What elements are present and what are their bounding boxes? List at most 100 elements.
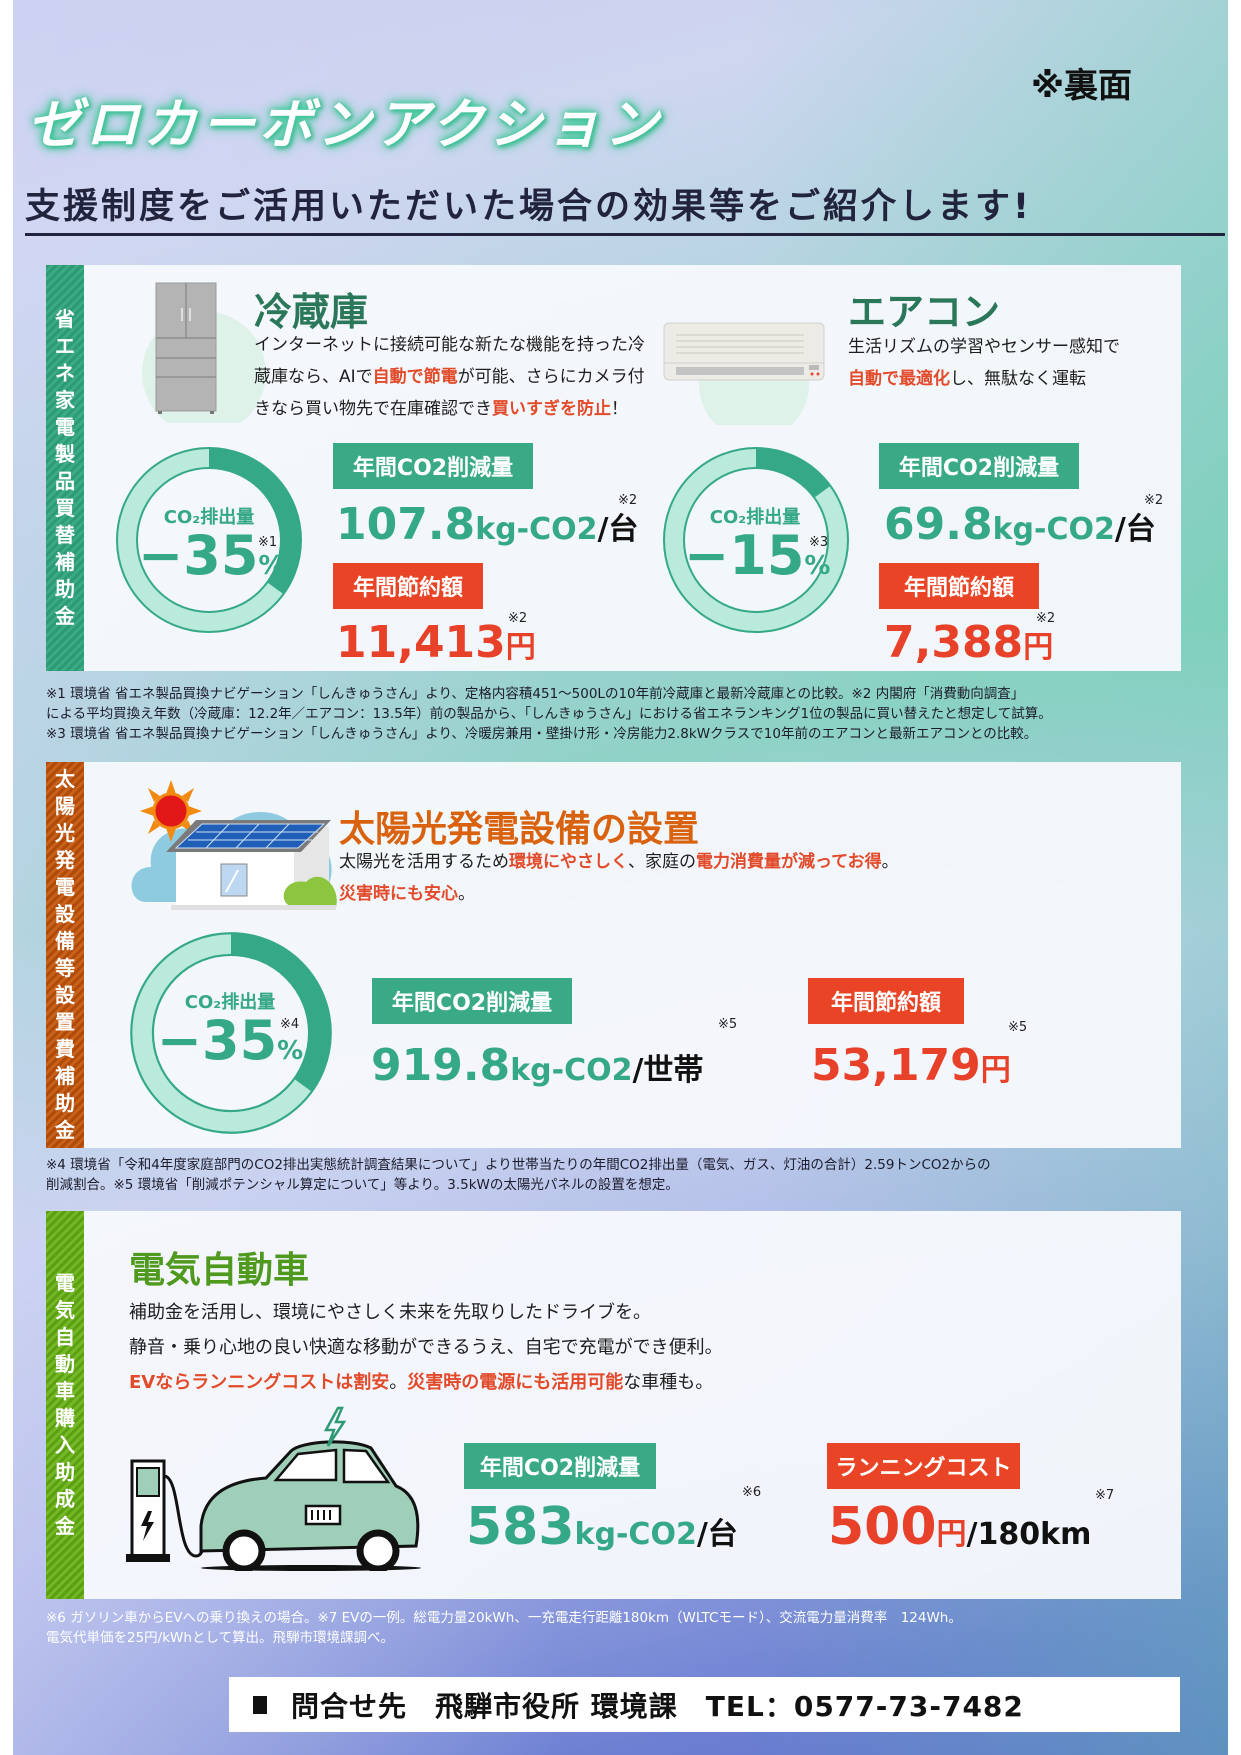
contact-phone[interactable]: TEL：0577-73-7482 (705, 1689, 1024, 1723)
aircon-co2-donut-chart (663, 447, 849, 633)
electric-car-charging-icon (126, 1406, 421, 1571)
footnote-ref: ※5 (718, 1017, 738, 1032)
footnote-line: による平均買換え年数（冷蔵庫：12.2年／エアコン：13.5年）前の製品から、「… (46, 706, 1052, 722)
donut-unit: % (277, 1036, 304, 1066)
side-label-char: 金 (55, 604, 75, 628)
side-label-char: 設 (55, 902, 75, 926)
ev-footnotes: ※6 ガソリン車からEVへの乗り換えの場合。※7 EVの一例。総電力量20kWh… (46, 1608, 962, 1648)
footnote-line: ※6 ガソリン車からEVへの乗り換えの場合。※7 EVの一例。総電力量20kWh… (46, 1610, 962, 1626)
side-label-char: 補 (55, 1064, 75, 1088)
fridge-title: 冷蔵庫 (254, 290, 369, 334)
footnote-line: 削減割合。※5 環境省「削減ポテンシャル算定について」等より。3.5kWの太陽光… (46, 1177, 679, 1193)
side-label-char: 車 (55, 1379, 75, 1403)
side-label-char: 品 (55, 469, 75, 493)
donut-value: −35 (138, 524, 259, 587)
section-ev-subsidy: 電気自動車購入助成金 電気自動車 補助金を活用し、環境にやさしく未来を先取りした… (46, 1211, 1181, 1599)
ev-co2-value: 583kg-CO2/台 (466, 1497, 738, 1557)
side-label-char: 電 (55, 1271, 75, 1295)
side-label-char: 買 (55, 496, 75, 520)
fridge-co2-value: 107.8kg-CO2/台 (336, 499, 639, 550)
ev-title: 電気自動車 (129, 1250, 310, 1291)
flyer-page: ゼロカーボンアクション ※裏面 支援制度をご活用いただいた場合の効果等をご紹介し… (13, 0, 1228, 1755)
footnote-line: ※1 環境省 省エネ製品買換ナビゲーション「しんきゅうさん」より、定格内容積45… (46, 686, 1025, 702)
solar-description: 太陽光を活用するため環境にやさしく、家庭の電力消費量が減ってお得。 災害時にも安心… (339, 846, 899, 910)
footnote-ref: ※2 (508, 611, 528, 626)
footnote-ref: ※2 (1036, 611, 1056, 626)
air-conditioner-icon (663, 322, 825, 425)
footnote-ref: ※5 (1008, 1020, 1028, 1035)
contact-box: 問合せ先 飛騨市役所 環境課 TEL：0577-73-7482 (229, 1677, 1180, 1732)
aircon-co2-value: 69.8kg-CO2/台 (884, 499, 1156, 550)
side-label-char: 家 (55, 388, 75, 412)
description-line: 補助金を活用し、環境にやさしく未来を先取りしたドライブを。 (129, 1302, 651, 1323)
donut-unit: % (258, 551, 285, 581)
description-line: 蔵庫なら、AIで自動で節電が可能、さらにカメラ付 (254, 367, 645, 387)
solar-co2-donut-chart (130, 932, 332, 1134)
bullet-square-icon (253, 1695, 267, 1714)
main-title: ゼロカーボンアクション (27, 93, 663, 156)
side-label-char: 動 (55, 1352, 75, 1376)
side-label-char: 費 (55, 1037, 75, 1061)
side-label-char: 入 (55, 1433, 75, 1457)
side-label-char: 太 (55, 767, 75, 791)
fridge-savings-badge: 年間節約額 (333, 563, 483, 609)
solar-savings-value: 53,179円 (811, 1040, 1011, 1091)
footnote-ref: ※7 (1095, 1488, 1115, 1503)
side-label-char: 電 (55, 875, 75, 899)
side-label-char: 金 (55, 1118, 75, 1142)
donut-label: CO₂排出量 (163, 507, 255, 528)
fridge-co2-badge: 年間CO2削減量 (333, 443, 533, 489)
back-side-label: ※裏面 (1031, 66, 1133, 106)
side-label-char: 置 (55, 1010, 75, 1034)
side-label-char: 自 (55, 1325, 75, 1349)
side-label-char: 光 (55, 821, 75, 845)
donut-label: CO₂排出量 (184, 992, 276, 1013)
contact-office: 飛騨市役所 環境課 (435, 1689, 678, 1723)
ev-co2-badge: 年間CO2削減量 (464, 1443, 656, 1489)
aircon-title: エアコン (848, 290, 1001, 334)
side-label-ev: 電気自動車購入助成金 (46, 1211, 84, 1599)
footnote-ref: ※1 (258, 535, 278, 550)
footnote-ref: ※2 (1144, 493, 1164, 508)
footnote-ref: ※4 (280, 1017, 300, 1032)
side-label-char: 省 (55, 307, 75, 331)
side-label-appliance: 省エネ家電製品買替補助金 (46, 265, 84, 671)
solar-donut-text: CO₂排出量 −35% (154, 988, 306, 1068)
footnote-ref: ※6 (742, 1485, 762, 1500)
footnote-line: 電気代単価を25円/kWhとして算出。飛騨市環境課調べ。 (46, 1630, 395, 1646)
solar-co2-badge: 年間CO2削減量 (372, 978, 572, 1024)
side-label-char: 助 (55, 1460, 75, 1484)
description-line: 自動で最適化し、無駄なく運転 (848, 369, 1086, 389)
solar-title: 太陽光発電設備の設置 (339, 809, 700, 850)
aircon-donut-text: CO₂排出量 −15% (684, 503, 830, 583)
section-solar-subsidy: 太陽光発電設備等設置費補助金 太陽光発電設備の設置 太陽光を活用するため環境にや… (46, 762, 1181, 1148)
side-label-char: エ (55, 334, 75, 358)
side-label-char: 電 (55, 415, 75, 439)
aircon-description: 生活リズムの学習やセンサー感知で 自動で最適化し、無駄なく運転 (848, 331, 1120, 395)
side-label-char: 金 (55, 1514, 75, 1538)
description-line: 静音・乗り心地の良い快適な移動ができるうえ、自宅で充電ができ便利。 (129, 1337, 723, 1358)
description-line: 生活リズムの学習やセンサー感知で (848, 337, 1120, 357)
description-line: 太陽光を活用するため環境にやさしく、家庭の電力消費量が減ってお得。 (339, 852, 899, 872)
side-label-char: 替 (55, 523, 75, 547)
description-line: インターネットに接続可能な新たな機能を持った冷 (254, 335, 645, 355)
ev-description: 補助金を活用し、環境にやさしく未来を先取りしたドライブを。静音・乗り心地の良い快… (129, 1295, 723, 1400)
description-line: きなら買い物先で在庫確認でき買いすぎを防止！ (254, 399, 628, 419)
side-label-char: 等 (55, 956, 75, 980)
solar-footnotes: ※4 環境省「令和4年度家庭部門のCO2排出実態統計調査結果について」より世帯当… (46, 1155, 991, 1195)
side-label-char: 成 (55, 1487, 75, 1511)
side-label-char: ネ (55, 361, 75, 385)
footnote-ref: ※2 (618, 493, 638, 508)
side-label-char: 備 (55, 929, 75, 953)
donut-value: −35 (156, 1009, 278, 1072)
description-line: 災害時にも安心。 (339, 884, 475, 904)
fridge-description: インターネットに接続可能な新たな機能を持った冷 蔵庫なら、AIで自動で節電が可能、… (254, 329, 645, 425)
donut-value: −15 (684, 524, 805, 587)
side-label-char: 陽 (55, 794, 75, 818)
side-label-char: 製 (55, 442, 75, 466)
side-label-char: 助 (55, 577, 75, 601)
aircon-savings-value: 7,388円 (884, 617, 1054, 668)
fridge-co2-donut-chart (116, 447, 302, 633)
side-label-char: 補 (55, 550, 75, 574)
side-label-char: 助 (55, 1091, 75, 1115)
